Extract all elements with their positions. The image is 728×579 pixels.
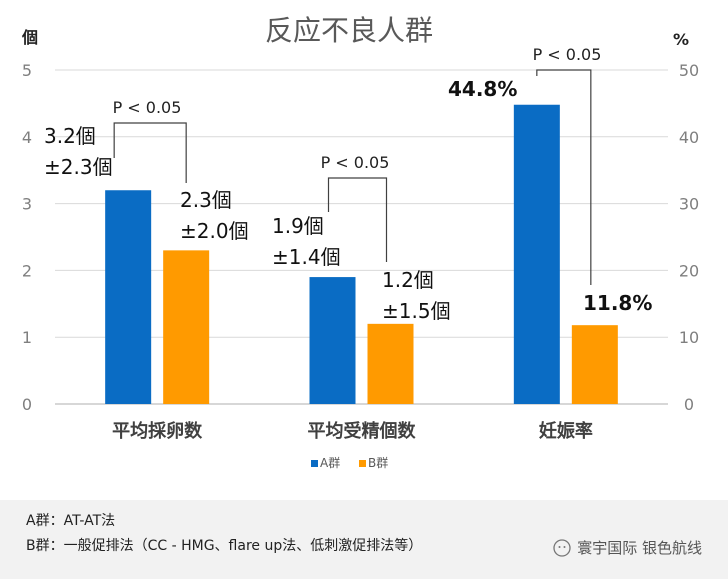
x-tick-label: 妊娠率 bbox=[539, 420, 593, 442]
legend-label: A群 bbox=[320, 456, 340, 470]
legend-swatch bbox=[311, 460, 318, 467]
x-tick-label: 平均受精個数 bbox=[308, 420, 417, 442]
watermark-text: 寰宇国际 银色航线 bbox=[577, 539, 702, 557]
data-label-a: ±2.3個 bbox=[44, 155, 113, 179]
significance-bracket bbox=[113, 122, 187, 183]
right-axis-unit: % bbox=[673, 30, 689, 49]
data-label-b: 2.3個 bbox=[180, 188, 232, 212]
footnote-b: B群：一般促排法（CC - HMG、flare up法、低刺激促排法等） bbox=[26, 538, 423, 554]
bar-series-b bbox=[571, 325, 618, 404]
y-tick-label-left: 5 bbox=[22, 61, 32, 80]
data-label-b: 11.8% bbox=[583, 291, 652, 315]
bar-series-b bbox=[163, 250, 210, 404]
chart-title: 反应不良人群 bbox=[265, 14, 433, 47]
significance-bracket bbox=[536, 69, 592, 285]
data-label-a: 1.9個 bbox=[272, 214, 324, 238]
legend-swatch bbox=[359, 460, 366, 467]
watermark: 寰宇国际 银色航线 bbox=[553, 537, 702, 558]
bar-series-b bbox=[367, 323, 414, 404]
significance-label: P < 0.05 bbox=[533, 45, 602, 64]
y-tick-label-left: 1 bbox=[22, 328, 32, 347]
bar-series-a bbox=[513, 104, 560, 405]
y-tick-label-left: 0 bbox=[22, 395, 32, 414]
footer-notes: A群：AT-AT法 B群：一般促排法（CC - HMG、flare up法、低刺… bbox=[0, 500, 728, 579]
significance-label: P < 0.05 bbox=[321, 153, 390, 172]
bar-series-a bbox=[309, 277, 356, 404]
x-tick-label: 平均採卵数 bbox=[112, 420, 203, 442]
y-tick-label-right: 10 bbox=[679, 328, 699, 347]
y-tick-label-right: 50 bbox=[679, 61, 699, 80]
data-label-b: ±2.0個 bbox=[180, 219, 249, 243]
data-label-b: 1.2個 bbox=[382, 268, 434, 292]
significance-label: P < 0.05 bbox=[113, 98, 182, 117]
y-tick-label-left: 4 bbox=[22, 128, 32, 147]
data-label-b: ±1.5個 bbox=[382, 299, 451, 323]
left-axis-unit: 個 bbox=[21, 28, 38, 47]
wechat-icon bbox=[553, 538, 571, 557]
data-label-a: ±1.4個 bbox=[272, 245, 341, 269]
y-tick-label-right: 40 bbox=[679, 128, 699, 147]
y-tick-label-right: 20 bbox=[679, 261, 699, 280]
y-tick-label-left: 3 bbox=[22, 195, 32, 214]
significance-bracket bbox=[327, 177, 388, 262]
data-label-a: 3.2個 bbox=[44, 124, 96, 148]
y-tick-label-right: 0 bbox=[684, 395, 694, 414]
legend-label: B群 bbox=[368, 456, 388, 470]
bar-series-a bbox=[105, 190, 152, 404]
data-label-a: 44.8% bbox=[448, 77, 517, 101]
footnote-a: A群：AT-AT法 bbox=[26, 513, 116, 529]
y-tick-label-right: 30 bbox=[679, 195, 699, 214]
y-tick-label-left: 2 bbox=[22, 261, 32, 280]
